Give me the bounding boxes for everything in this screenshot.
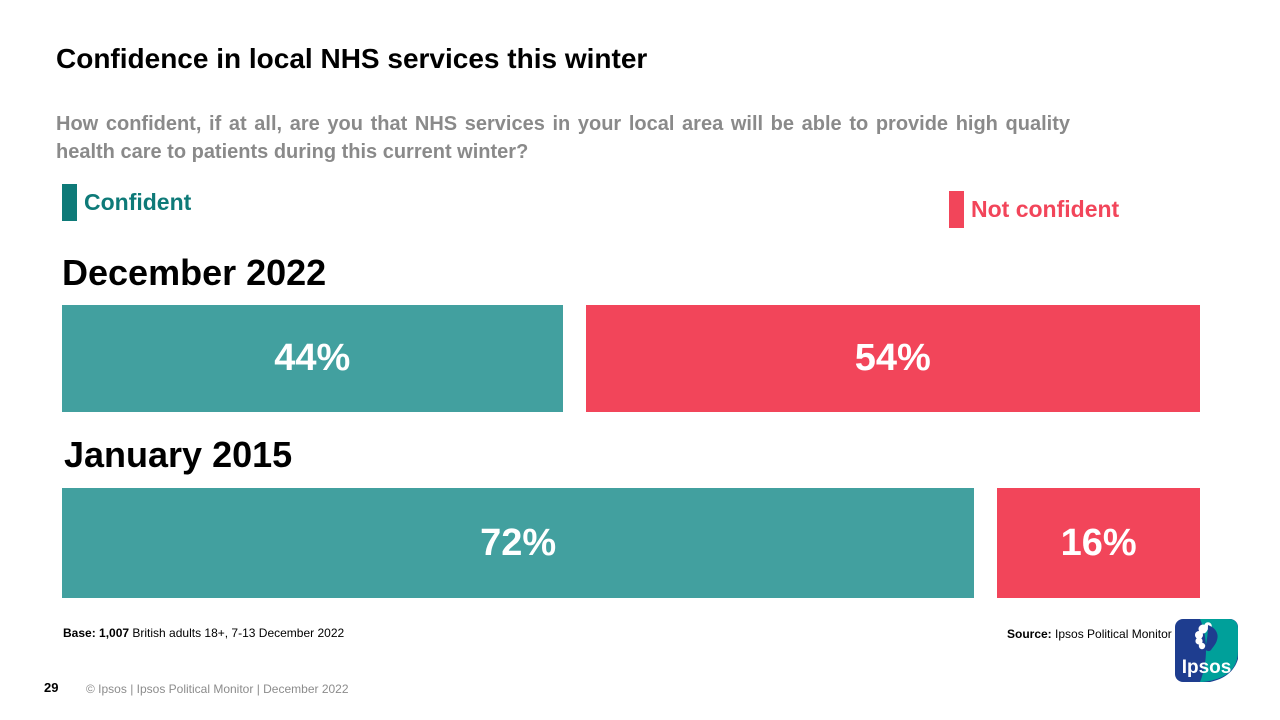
logo-hair-silhouette bbox=[1195, 622, 1212, 650]
ipsos-logo: Ipsos bbox=[1175, 619, 1238, 682]
source-note: Source: Ipsos Political Monitor bbox=[1007, 627, 1172, 641]
base-note-bold: Base: 1,007 bbox=[63, 626, 130, 640]
legend-not-confident: Not confident bbox=[949, 191, 1119, 228]
logo-corner-cut bbox=[1210, 659, 1238, 682]
legend-swatch-confident bbox=[62, 184, 77, 221]
footer-copyright-text: © Ipsos | Ipsos Political Monitor | Dece… bbox=[86, 682, 349, 696]
base-note: Base: 1,007 British adults 18+, 7-13 Dec… bbox=[63, 626, 344, 640]
bar-not-confident-december-2022: 54% bbox=[585, 305, 1200, 412]
page-title: Confidence in local NHS services this wi… bbox=[56, 43, 648, 74]
group-heading-january-2015: January 2015 bbox=[64, 434, 293, 475]
page-number: 29 bbox=[44, 680, 59, 695]
group-heading-december-2022: December 2022 bbox=[62, 252, 327, 293]
bar-value-label: 72% bbox=[480, 521, 557, 564]
bar-value-label: 44% bbox=[274, 337, 351, 379]
legend-swatch-not-confident bbox=[949, 191, 964, 228]
source-note-bold: Source: bbox=[1007, 627, 1052, 641]
source-note-rest: Ipsos Political Monitor bbox=[1051, 627, 1172, 641]
logo-face-silhouette bbox=[1205, 625, 1218, 652]
bar-row-january-2015: 72% 16% bbox=[62, 488, 1200, 598]
bar-value-label: 16% bbox=[1060, 521, 1137, 564]
legend-confident: Confident bbox=[62, 184, 191, 221]
bar-not-confident-january-2015: 16% bbox=[997, 488, 1200, 598]
base-note-rest: British adults 18+, 7-13 December 2022 bbox=[129, 626, 345, 640]
bar-value-label: 54% bbox=[854, 337, 931, 379]
logo-wordmark: Ipsos bbox=[1182, 657, 1232, 678]
legend-label-confident: Confident bbox=[84, 189, 192, 215]
survey-question-text: How confident, if at all, are you that N… bbox=[56, 113, 1070, 163]
legend-label-not-confident: Not confident bbox=[971, 196, 1120, 222]
bar-confident-december-2022: 44% bbox=[62, 305, 563, 412]
bar-row-december-2022: 44% 54% bbox=[62, 305, 1200, 412]
bar-confident-january-2015: 72% bbox=[62, 488, 975, 598]
